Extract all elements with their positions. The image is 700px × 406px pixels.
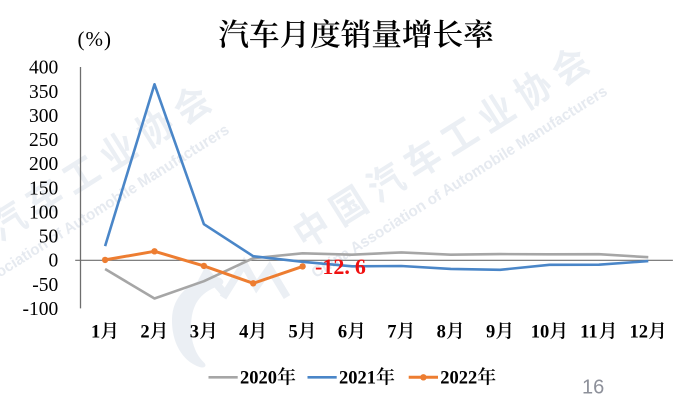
svg-text:0: 0 <box>49 251 59 272</box>
svg-text:4: 4 <box>239 323 248 343</box>
svg-text:250: 250 <box>29 130 58 151</box>
svg-text:5: 5 <box>289 323 298 343</box>
svg-text:2022: 2022 <box>440 369 477 389</box>
svg-text:200: 200 <box>29 154 58 175</box>
svg-text:2: 2 <box>140 323 149 343</box>
svg-text:6: 6 <box>338 323 347 343</box>
svg-text:-100: -100 <box>23 299 59 320</box>
svg-text:7: 7 <box>387 323 396 343</box>
svg-text:16: 16 <box>582 376 604 398</box>
svg-text:1: 1 <box>91 323 100 343</box>
svg-text:2021: 2021 <box>339 369 376 389</box>
svg-text:400: 400 <box>29 58 58 79</box>
svg-text:8: 8 <box>437 323 446 343</box>
svg-text:9: 9 <box>486 323 495 343</box>
svg-text:2020: 2020 <box>240 369 277 389</box>
svg-text:(%): (%) <box>78 27 112 51</box>
svg-text:350: 350 <box>29 82 58 103</box>
svg-text:11: 11 <box>580 323 597 343</box>
svg-text:10: 10 <box>531 323 550 343</box>
svg-text:50: 50 <box>39 227 59 248</box>
svg-text:12: 12 <box>630 323 649 343</box>
svg-text:100: 100 <box>29 203 58 224</box>
svg-text:150: 150 <box>29 178 58 199</box>
svg-text:-50: -50 <box>32 275 58 296</box>
svg-text:3: 3 <box>190 323 199 343</box>
svg-text:300: 300 <box>29 106 58 127</box>
svg-text:-12.6: -12. 6 <box>315 254 366 279</box>
